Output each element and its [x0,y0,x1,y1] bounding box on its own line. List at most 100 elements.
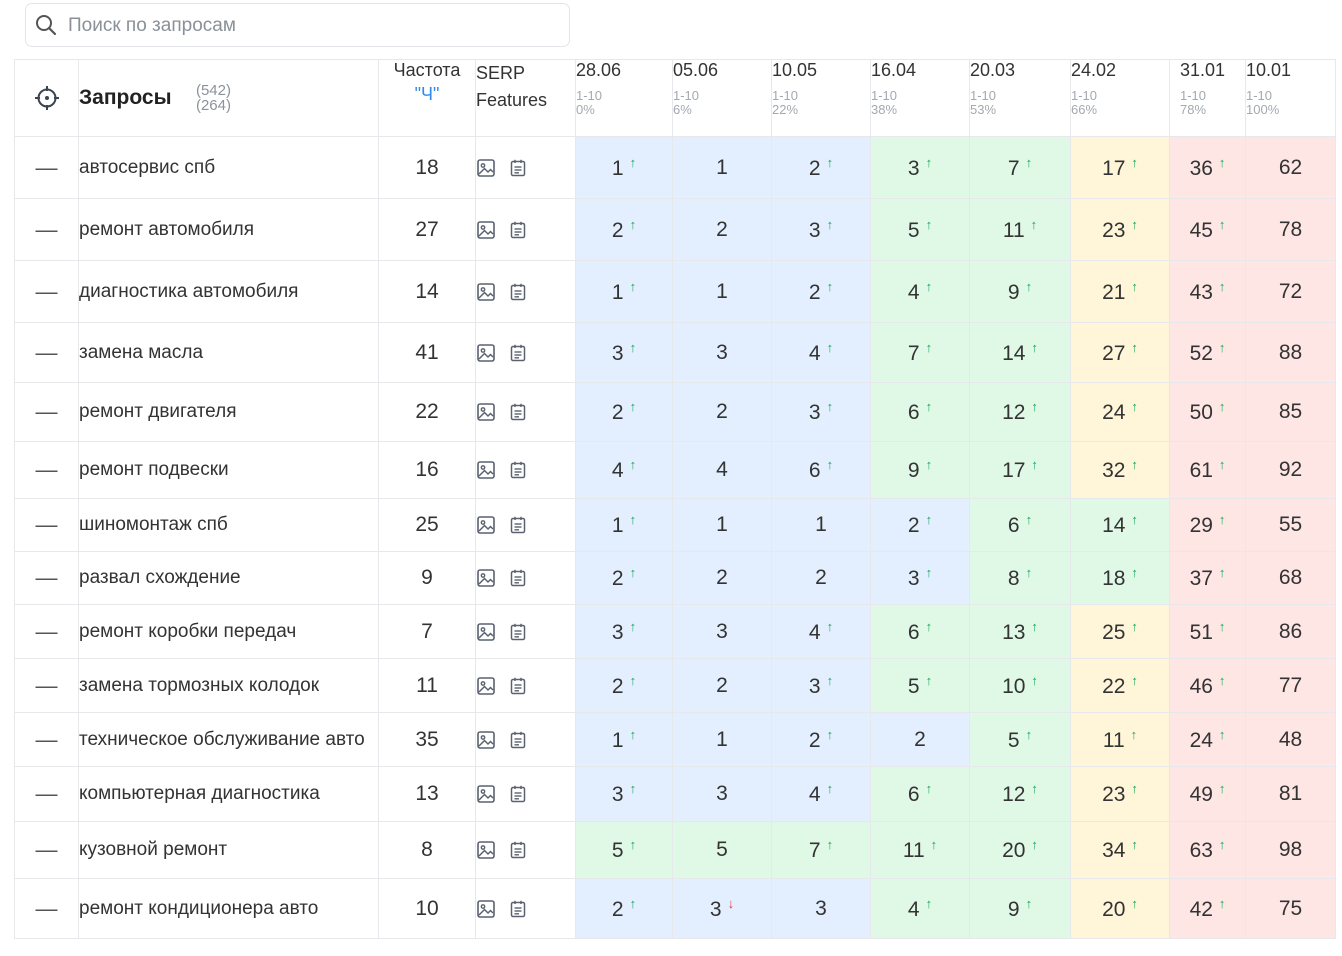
query-text[interactable]: ремонт двигателя [78,382,379,442]
image-icon[interactable] [476,282,496,302]
position-cell[interactable]: 2 ↑ [575,382,673,442]
position-cell[interactable]: 88 [1245,322,1336,383]
position-cell[interactable]: 17 ↑ [1070,136,1170,199]
position-cell[interactable]: 3 ↑ [870,136,970,199]
position-cell[interactable]: 45 ↑ [1169,198,1246,261]
position-cell[interactable]: 46 ↑ [1169,658,1246,713]
snippet-icon[interactable] [508,730,528,750]
snippet-icon[interactable] [508,515,528,535]
date-header-28-06[interactable]: 28.06 1-10 0% [575,59,673,137]
image-icon[interactable] [476,622,496,642]
position-cell[interactable]: 32 ↑ [1070,441,1170,499]
position-cell[interactable]: 5 ↑ [575,821,673,879]
table-row[interactable]: — диагностика автомобиля 14 1 ↑ 1 2 ↑ 4 ↑ 9 ↑ 21 ↑ 43 ↑… [14,260,1336,323]
position-cell[interactable]: 14 ↑ [1070,498,1170,552]
position-cell[interactable]: 6 ↑ [771,441,871,499]
position-cell[interactable]: 42 ↑ [1169,878,1246,939]
table-row[interactable]: — кузовной ремонт 8 5 ↑ 5 7 ↑ 11 ↑ 20 ↑ 34 ↑ 63 ↑ 98 [14,821,1336,879]
position-cell[interactable]: 78 [1245,198,1336,261]
remove-query-button[interactable]: — [14,136,79,199]
position-cell[interactable]: 3 [672,766,772,822]
minus-icon[interactable]: — [35,399,58,424]
position-cell[interactable]: 7 ↑ [771,821,871,879]
snippet-icon[interactable] [508,282,528,302]
position-cell[interactable]: 2 [771,551,871,605]
query-text[interactable]: кузовной ремонт [78,821,379,879]
query-text[interactable]: ремонт коробки передач [78,604,379,659]
frequency-type[interactable]: "Ч" [414,84,440,104]
position-cell[interactable]: 3 [771,878,871,939]
position-cell[interactable]: 6 ↑ [870,766,970,822]
snippet-icon[interactable] [508,460,528,480]
position-cell[interactable]: 2 [672,551,772,605]
query-text[interactable]: шиномонтаж спб [78,498,379,552]
position-cell[interactable]: 2 ↑ [771,136,871,199]
remove-query-button[interactable]: — [14,382,79,442]
remove-query-button[interactable]: — [14,322,79,383]
remove-query-button[interactable]: — [14,551,79,605]
position-cell[interactable]: 72 [1245,260,1336,323]
snippet-icon[interactable] [508,622,528,642]
crosshair-icon[interactable] [34,85,60,111]
position-cell[interactable]: 48 [1245,712,1336,767]
query-text[interactable]: компьютерная диагностика [78,766,379,822]
minus-icon[interactable]: — [35,339,58,365]
position-cell[interactable]: 62 [1245,136,1336,199]
position-cell[interactable]: 11 ↑ [969,198,1071,261]
position-cell[interactable]: 51 ↑ [1169,604,1246,659]
queries-header[interactable]: Запросы (542) (264) [78,59,379,137]
position-cell[interactable]: 34 ↑ [1070,821,1170,879]
position-cell[interactable]: 49 ↑ [1169,766,1246,822]
position-cell[interactable]: 22 ↑ [1070,658,1170,713]
position-cell[interactable]: 8 ↑ [969,551,1071,605]
date-header-05-06[interactable]: 05.06 1-10 6% [672,59,772,137]
remove-query-button[interactable]: — [14,821,79,879]
query-text[interactable]: развал схождение [78,551,379,605]
table-row[interactable]: — ремонт кондиционера авто 10 2 ↑ 3 ↓ 3 4 ↑ 9 ↑ 20 ↑ 4… [14,878,1336,939]
position-cell[interactable]: 2 ↑ [870,498,970,552]
position-cell[interactable]: 2 ↑ [771,260,871,323]
remove-query-button[interactable]: — [14,712,79,767]
snippet-icon[interactable] [508,784,528,804]
position-cell[interactable]: 1 ↑ [575,260,673,323]
position-cell[interactable]: 7 ↑ [969,136,1071,199]
date-header-20-03[interactable]: 20.03 1-10 53% [969,59,1071,137]
position-cell[interactable]: 7 ↑ [870,322,970,383]
position-cell[interactable]: 2 ↑ [575,198,673,261]
position-cell[interactable]: 2 [870,712,970,767]
target-header-cell[interactable] [14,59,79,137]
position-cell[interactable]: 1 ↑ [575,712,673,767]
position-cell[interactable]: 4 ↑ [870,260,970,323]
position-cell[interactable]: 2 ↑ [575,551,673,605]
position-cell[interactable]: 5 ↑ [870,658,970,713]
position-cell[interactable]: 24 ↑ [1169,712,1246,767]
table-row[interactable]: — замена масла 41 3 ↑ 3 4 ↑ 7 ↑ 14 ↑ 27 ↑ 52 ↑ 88 [14,322,1336,383]
position-cell[interactable]: 5 ↑ [969,712,1071,767]
minus-icon[interactable]: — [35,216,58,242]
table-row[interactable]: — ремонт подвески 16 4 ↑ 4 6 ↑ 9 ↑ 17 ↑ 32 ↑ 61 ↑ 92 [14,441,1336,499]
query-text[interactable]: диагностика автомобиля [78,260,379,323]
snippet-icon[interactable] [508,568,528,588]
position-cell[interactable]: 50 ↑ [1169,382,1246,442]
query-text[interactable]: автосервис спб [78,136,379,199]
date-header-16-04[interactable]: 16.04 1-10 38% [870,59,970,137]
table-row[interactable]: — компьютерная диагностика 13 3 ↑ 3 4 ↑ 6 ↑ 12 ↑ 23 ↑… [14,766,1336,822]
table-row[interactable]: — ремонт двигателя 22 2 ↑ 2 3 ↑ 6 ↑ 12 ↑ 24 ↑ 50 ↑ 85 [14,382,1336,442]
snippet-icon[interactable] [508,343,528,363]
position-cell[interactable]: 3 ↑ [575,766,673,822]
date-header-31-01[interactable]: 31.01 1-10 78% [1169,59,1246,137]
position-cell[interactable]: 4 ↑ [771,766,871,822]
snippet-icon[interactable] [508,899,528,919]
position-cell[interactable]: 20 ↑ [969,821,1071,879]
image-icon[interactable] [476,676,496,696]
minus-icon[interactable]: — [35,672,58,698]
table-row[interactable]: — развал схождение 9 2 ↑ 2 2 3 ↑ 8 ↑ 18 ↑ 37 ↑ 68 [14,551,1336,605]
position-cell[interactable]: 36 ↑ [1169,136,1246,199]
image-icon[interactable] [476,220,496,240]
position-cell[interactable]: 9 ↑ [969,878,1071,939]
position-cell[interactable]: 4 [672,441,772,499]
remove-query-button[interactable]: — [14,766,79,822]
remove-query-button[interactable]: — [14,441,79,499]
position-cell[interactable]: 6 ↑ [969,498,1071,552]
table-row[interactable]: — ремонт автомобиля 27 2 ↑ 2 3 ↑ 5 ↑ 11 ↑ 23 ↑ 45 ↑ 78 [14,198,1336,261]
